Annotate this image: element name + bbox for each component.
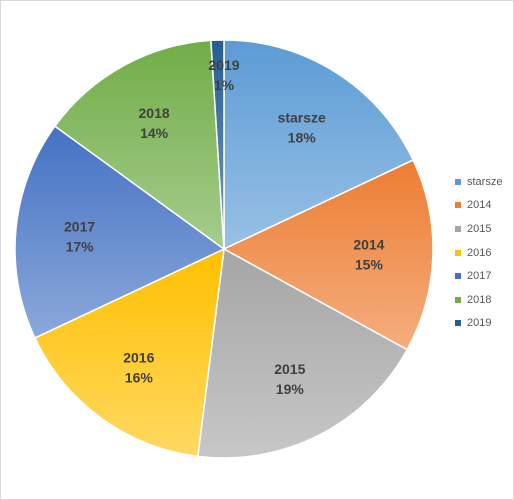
slice-label-2015: 2015 19%	[274, 361, 305, 397]
pie-slice-2018	[53, 39, 225, 251]
pie-slice-2015	[196, 247, 409, 459]
legend-item-2014: 2014	[455, 194, 513, 218]
legend: starsze 2014 2015 2016 2017 2018 2019	[455, 170, 513, 335]
legend-label: starsze	[467, 175, 503, 188]
pie-slice-2017	[14, 125, 226, 339]
slice-category-label: 2015	[274, 361, 305, 377]
legend-item-2015: 2015	[455, 217, 513, 241]
legend-item-starsze: starsze	[455, 170, 513, 194]
legend-item-2017: 2017	[455, 264, 513, 288]
legend-label: 2017	[467, 270, 492, 283]
pie-slice-2019	[210, 39, 225, 250]
slice-percent-label: 15%	[355, 257, 384, 273]
legend-label: 2014	[467, 199, 492, 212]
slice-percent-label: 17%	[66, 238, 95, 254]
slice-category-label: 2016	[123, 349, 154, 365]
slice-category-label: 2017	[64, 218, 95, 234]
legend-swatch	[455, 202, 461, 209]
slice-percent-label: 14%	[140, 125, 169, 141]
legend-swatch	[455, 178, 461, 185]
legend-label: 2015	[467, 222, 492, 235]
slice-label-2014: 2014 15%	[353, 237, 384, 273]
slice-category-label: starsze	[278, 110, 326, 126]
slice-label-2017: 2017 17%	[64, 218, 95, 254]
slice-percent-label: 18%	[288, 130, 317, 146]
pie-slice-2016	[33, 247, 225, 458]
legend-label: 2018	[467, 293, 492, 306]
slice-percent-label: 19%	[276, 381, 305, 397]
slice-label-2019: 2019 1%	[208, 57, 239, 93]
slice-percent-label: 1%	[214, 77, 235, 93]
legend-swatch	[455, 296, 461, 303]
slice-category-label: 2014	[353, 237, 384, 253]
slice-category-label: 2019	[208, 57, 239, 73]
legend-label: 2016	[467, 246, 492, 259]
slice-category-label: 2018	[139, 105, 170, 121]
legend-swatch	[455, 249, 461, 256]
slice-label-starsze: starsze 18%	[278, 110, 326, 146]
pie-slice-2014	[222, 159, 434, 351]
legend-swatch	[455, 320, 461, 327]
legend-swatch	[455, 273, 461, 280]
slice-label-2018: 2018 14%	[139, 105, 170, 141]
legend-item-2019: 2019	[455, 312, 513, 336]
legend-swatch	[455, 225, 461, 232]
slice-percent-label: 16%	[125, 369, 154, 385]
legend-item-2016: 2016	[455, 241, 513, 265]
legend-item-2018: 2018	[455, 288, 513, 312]
slice-label-2016: 2016 16%	[123, 349, 154, 385]
legend-label: 2019	[467, 317, 492, 330]
pie-slice-starsze	[223, 39, 415, 251]
